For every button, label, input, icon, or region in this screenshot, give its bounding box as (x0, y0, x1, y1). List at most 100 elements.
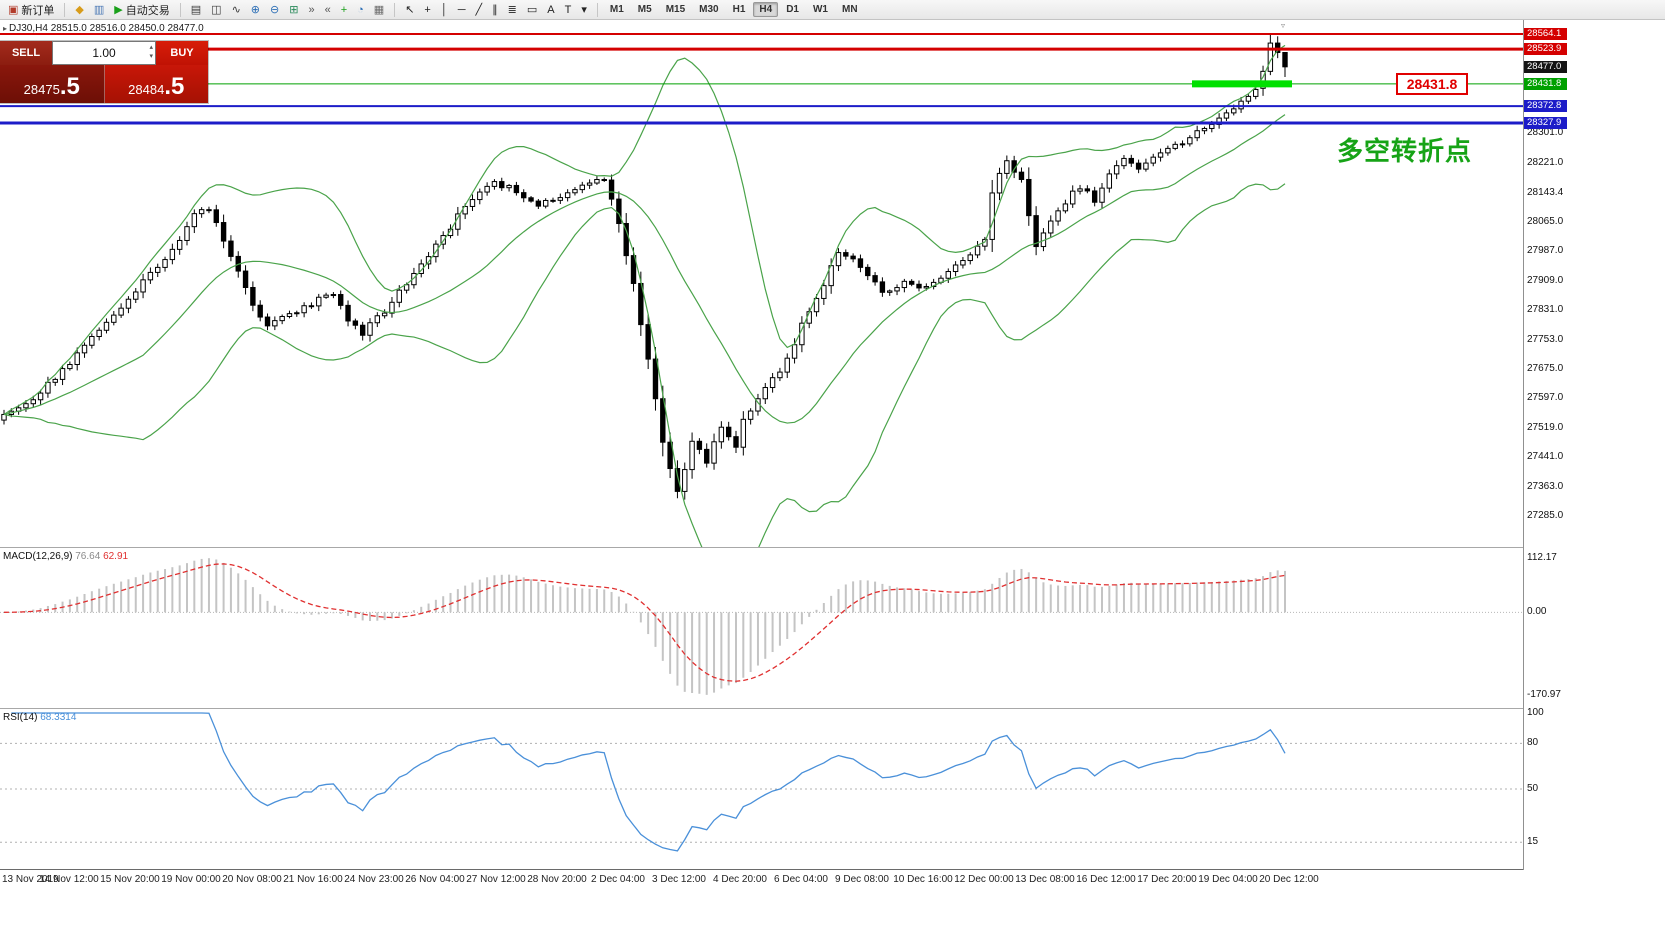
vertical-line-icon: │ (440, 3, 448, 16)
zoom-in-icon[interactable]: ⊕ (246, 0, 265, 20)
bars-icon[interactable]: ▤ (186, 0, 206, 20)
rsi-value: 68.3314 (40, 712, 77, 723)
zoom-out-icon: ⊖ (270, 3, 280, 16)
new-order-button-icon: ▣ (8, 3, 19, 16)
price-tag: 28564.1 (1524, 28, 1567, 40)
toolbar-separator (394, 2, 396, 17)
time-label: 2 Dec 04:00 (591, 874, 645, 885)
text-icon[interactable]: T (560, 0, 577, 20)
sell-price-button[interactable]: 28475.5 (0, 65, 105, 103)
time-label: 16 Dec 12:00 (1076, 874, 1136, 885)
timeframe-M30[interactable]: M30 (699, 4, 719, 15)
autotrading-button[interactable]: ▶ 自动交易 (109, 0, 174, 20)
timeframe-D1[interactable]: D1 (786, 4, 799, 15)
fibonacci-icon[interactable]: ≣ (503, 0, 522, 20)
main-chart[interactable] (0, 20, 1523, 547)
time-label: 14 Nov 12:00 (39, 874, 99, 885)
macd-signal-line (3, 563, 1286, 682)
channel-icon[interactable]: ∥ (487, 0, 503, 20)
candlestick-icon[interactable]: ◫ (206, 0, 226, 20)
time-label: 9 Dec 08:00 (835, 874, 889, 885)
indicators-icon[interactable]: + (336, 0, 352, 20)
ohlc-values: 28515.0 28516.0 28450.0 28477.0 (50, 23, 204, 34)
price-tag: 28372.8 (1524, 100, 1567, 113)
macd-signal-value: 62.91 (103, 551, 129, 562)
chart-shift-marker-icon[interactable]: ▿ (1281, 21, 1286, 30)
rsi-axis-label: 80 (1527, 737, 1539, 749)
autotrading-button-label: 自动交易 (125, 4, 170, 17)
sell-button[interactable]: SELL (0, 41, 52, 65)
timeframe-H4[interactable]: H4 (753, 2, 779, 17)
toolbar-separator (179, 2, 181, 17)
auto-scroll-icon: » (308, 3, 315, 16)
terminal-icon[interactable]: ▥ (89, 0, 109, 20)
timeframe-M1[interactable]: M1 (609, 4, 624, 15)
time-label: 20 Dec 12:00 (1259, 874, 1319, 885)
price-tick-label: 27519.0 (1527, 421, 1564, 433)
horizontal-line-icon[interactable]: ─ (453, 0, 471, 20)
trendline-icon[interactable]: ╱ (471, 0, 488, 20)
cursor-icon[interactable]: ↖ (400, 0, 419, 20)
lot-increment-icon[interactable]: ▴ (149, 44, 153, 51)
crosshair-icon[interactable]: + (419, 0, 435, 20)
new-order-button-label: 新订单 (21, 4, 55, 17)
metaeditor-icon[interactable]: ◆ (70, 0, 88, 20)
fibonacci-icon: ≣ (507, 3, 517, 16)
shapes-icon[interactable]: ▭ (522, 0, 542, 20)
time-label: 24 Nov 23:00 (344, 874, 404, 885)
rsi-name: RSI(14) (3, 712, 38, 723)
time-label: 13 Nov 2019 (2, 874, 59, 885)
macd-main-value: 76.64 (75, 551, 101, 562)
price-tick-label: 27285.0 (1527, 509, 1564, 521)
time-label: 3 Dec 12:00 (652, 874, 706, 885)
price-axis[interactable]: 28301.0 28221.0 28143.4 28065.0 27987.0 27909… (1523, 20, 1567, 870)
turning-point-annotation[interactable]: 多空转折点 (1337, 136, 1473, 166)
horizontal-level-lines[interactable] (0, 33, 1523, 125)
timeframe-M15[interactable]: M15 (665, 4, 686, 15)
rsi-line (11, 712, 1286, 852)
rsi-pane[interactable] (0, 709, 1523, 869)
price-tick-label: 27909.0 (1527, 274, 1564, 286)
chart-ohlc-info: ▸ DJ30,H4 28515.0 28516.0 28450.0 28477.0 (3, 23, 204, 34)
vertical-line-icon[interactable]: │ (436, 0, 453, 20)
buy-button[interactable]: BUY (156, 41, 208, 65)
price-callout-label[interactable]: 28431.8 (1396, 73, 1468, 95)
timeframe-H1[interactable]: H1 (732, 4, 746, 15)
zoom-out-icon[interactable]: ⊖ (265, 0, 284, 20)
pane-separator[interactable] (0, 547, 1567, 548)
buy-price-main: 28484 (128, 82, 165, 97)
objects-dropdown-icon[interactable]: ▾ (576, 0, 592, 20)
macd-name: MACD(12,26,9) (3, 551, 73, 562)
price-tick-label: 28221.0 (1527, 157, 1564, 169)
arrows-icon[interactable]: A (542, 0, 559, 20)
price-tag: 28327.9 (1524, 117, 1567, 129)
lot-size-input[interactable]: 1.00 ▴ ▾ (52, 41, 156, 65)
line-chart-icon[interactable]: ∿ (227, 0, 246, 20)
auto-scroll-icon[interactable]: » (303, 0, 319, 20)
price-tag: 28523.9 (1524, 43, 1567, 56)
periods-icon[interactable]: ◔ (352, 0, 369, 20)
templates-icon[interactable]: ▦ (369, 0, 389, 20)
timeframe-MN[interactable]: MN (841, 4, 858, 15)
macd-pane[interactable] (0, 548, 1523, 708)
time-label: 27 Nov 12:00 (466, 874, 526, 885)
bars-icon: ▤ (190, 3, 202, 16)
price-tick-label: 27753.0 (1527, 333, 1564, 345)
chart-shift-icon[interactable]: « (320, 0, 336, 20)
lot-decrement-icon[interactable]: ▾ (149, 53, 153, 60)
time-label: 19 Nov 00:00 (161, 874, 221, 885)
time-label: 26 Nov 04:00 (405, 874, 465, 885)
candlestick-icon: ◫ (211, 3, 222, 16)
price-tick-label: 27441.0 (1527, 451, 1564, 463)
timeframe-W1[interactable]: W1 (812, 4, 828, 15)
new-order-button[interactable]: ▣ 新订单 (3, 0, 59, 20)
rsi-axis-label: 15 (1527, 836, 1539, 848)
sell-price-main: 28475 (23, 82, 60, 97)
trendline-icon: ╱ (475, 3, 483, 16)
time-axis[interactable]: 13 Nov 2019 14 Nov 12:00 15 Nov 20:00 19 No… (0, 870, 1567, 890)
timeframe-M5[interactable]: M5 (637, 4, 652, 15)
buy-price-button[interactable]: 28484.5 (104, 65, 208, 103)
pane-separator[interactable] (0, 708, 1567, 709)
tile-windows-icon[interactable]: ⊞ (284, 0, 303, 20)
